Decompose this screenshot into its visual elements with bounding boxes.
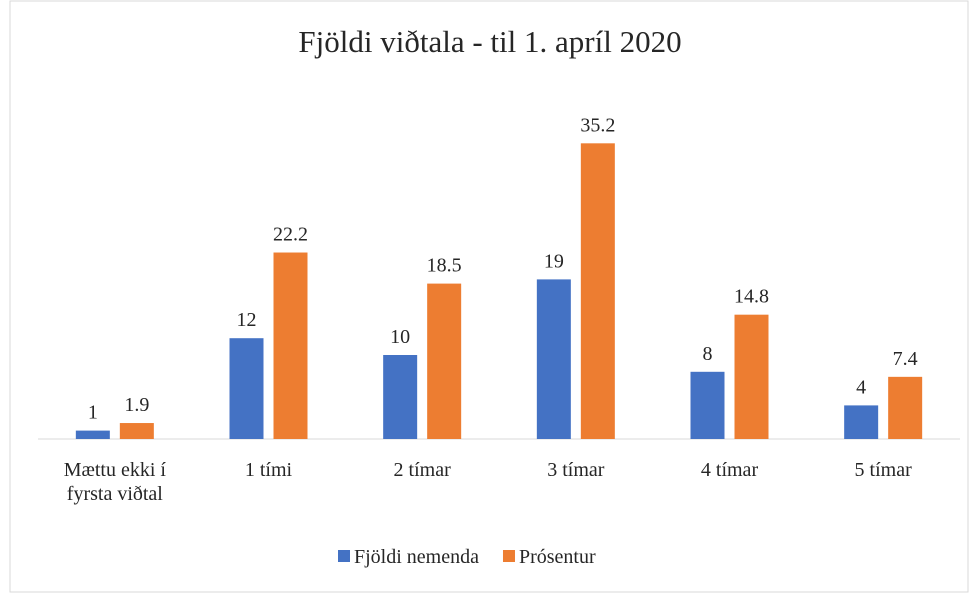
- data-label: 1.9: [124, 394, 149, 416]
- bar: [888, 376, 923, 439]
- bar: [229, 338, 264, 439]
- bar: [734, 314, 769, 439]
- legend-swatch: [338, 550, 350, 562]
- bar: [273, 252, 308, 439]
- bar: [119, 423, 154, 439]
- bar: [844, 405, 879, 439]
- legend-swatch: [502, 550, 515, 562]
- x-tick-label: 3 tímar: [547, 459, 605, 481]
- legend-label: Prósentur: [519, 546, 596, 568]
- x-tick-label: Mættu ekki í fyrsta viðtal: [63, 459, 166, 505]
- data-label: 10: [390, 326, 410, 348]
- data-label: 19: [544, 250, 564, 272]
- x-tick-label: 4 tímar: [700, 459, 759, 481]
- data-label: 7.4: [893, 348, 918, 370]
- x-tick-label: 5 tímar: [854, 459, 912, 481]
- bar: [75, 430, 110, 439]
- chart-title: Fjöldi viðtala - til 1. apríl 2020: [298, 24, 681, 59]
- bar: [690, 371, 725, 439]
- data-label: 8: [703, 343, 713, 365]
- x-tick-label: 1 tími: [244, 459, 293, 481]
- bar: [427, 283, 462, 439]
- legend-label: Fjöldi nemenda: [354, 546, 479, 568]
- data-label: 1: [88, 402, 98, 424]
- data-label: 22.2: [273, 224, 308, 246]
- chart-border: [9, 0, 969, 593]
- data-label: 4: [856, 376, 866, 398]
- data-label: 35.2: [580, 114, 615, 136]
- data-label: 12: [237, 309, 257, 331]
- bar: [536, 279, 571, 439]
- bar: [383, 355, 418, 439]
- data-label: 18.5: [427, 255, 462, 277]
- data-label: 14.8: [734, 286, 769, 308]
- bar: [580, 143, 615, 439]
- x-tick-label: 2 tímar: [393, 459, 451, 481]
